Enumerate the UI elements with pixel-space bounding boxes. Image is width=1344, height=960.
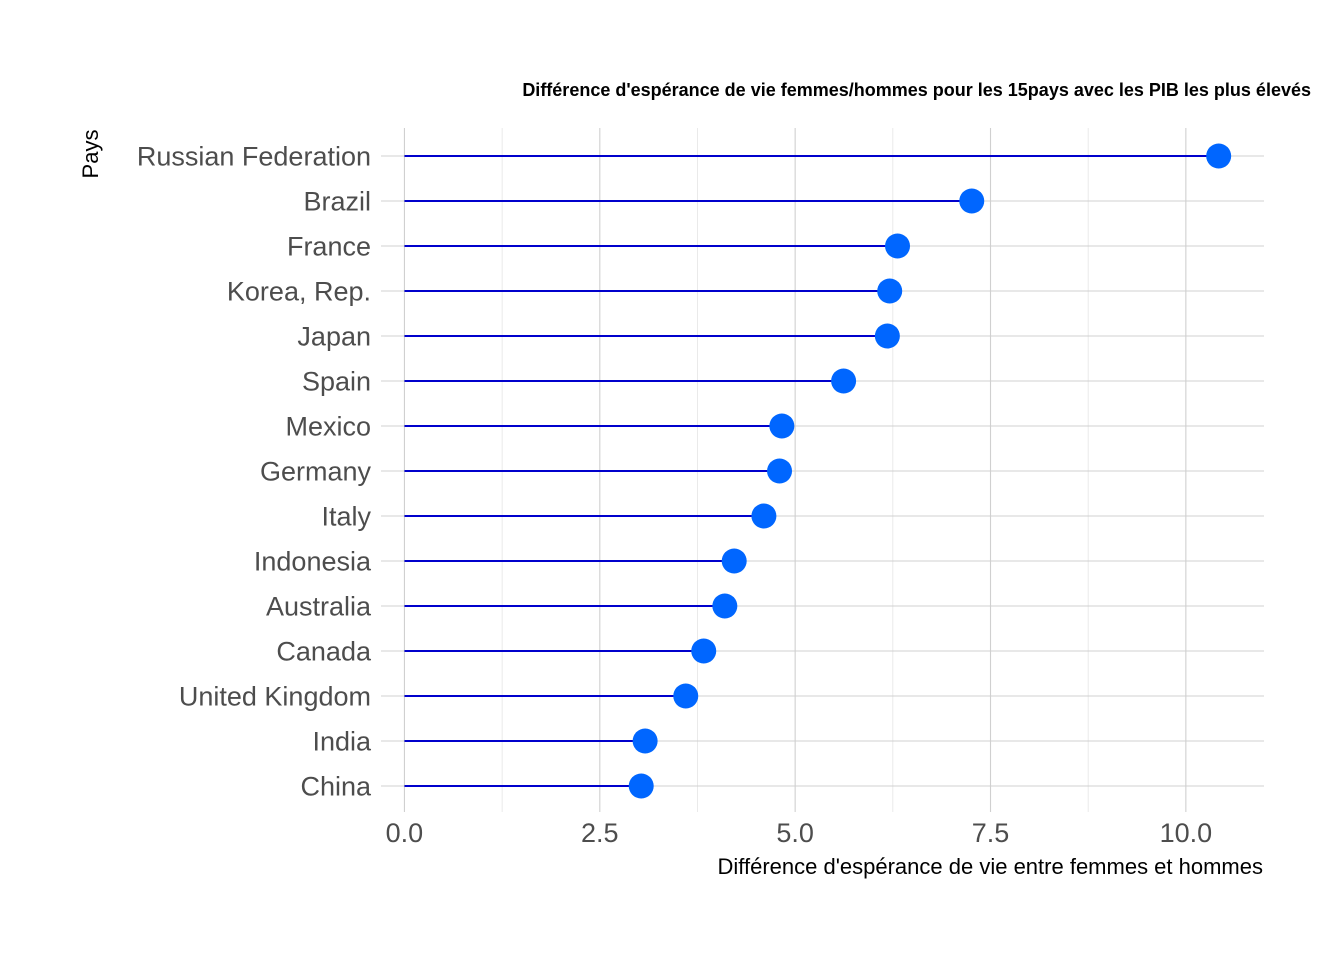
points: [628, 143, 1232, 799]
x-tick-labels: 0.0 2.5 5.0 7.5 10.0: [386, 818, 1212, 848]
category-label: Russian Federation: [137, 142, 371, 172]
stems: [404, 155, 1219, 787]
data-point: [721, 548, 747, 574]
data-point: [632, 728, 658, 754]
category-label: India: [312, 727, 372, 757]
data-point: [628, 773, 654, 799]
data-point: [959, 188, 985, 214]
x-tick-label: 2.5: [581, 818, 619, 848]
category-label: Japan: [297, 322, 371, 352]
y-axis-label: Pays: [78, 130, 103, 179]
category-label: China: [300, 772, 372, 802]
data-point: [712, 593, 738, 619]
x-axis-label: Différence d'espérance de vie entre femm…: [717, 854, 1263, 879]
data-point: [877, 278, 903, 304]
category-label: France: [287, 232, 371, 262]
category-label: United Kingdom: [179, 682, 371, 712]
category-label: Germany: [260, 457, 372, 487]
category-label: Spain: [302, 367, 371, 397]
category-labels: Russian Federation Brazil France Korea, Rep…: [137, 142, 372, 802]
data-point: [691, 638, 717, 664]
category-label: Brazil: [303, 187, 371, 217]
category-label: Indonesia: [254, 547, 372, 577]
data-point: [767, 458, 793, 484]
data-point: [769, 413, 795, 439]
data-point: [1206, 143, 1232, 169]
data-point: [751, 503, 777, 529]
data-point: [831, 368, 857, 394]
x-tick-label: 7.5: [972, 818, 1010, 848]
data-point: [885, 233, 911, 259]
x-tick-label: 0.0: [386, 818, 424, 848]
category-label: Italy: [321, 502, 371, 532]
category-label: Australia: [266, 592, 372, 622]
x-tick-label: 5.0: [776, 818, 814, 848]
data-point: [874, 323, 900, 349]
category-label: Mexico: [285, 412, 371, 442]
category-label: Canada: [276, 637, 372, 667]
data-point: [673, 683, 699, 709]
category-label: Korea, Rep.: [227, 277, 371, 307]
x-tick-label: 10.0: [1160, 818, 1213, 848]
chart-title: Différence d'espérance de vie femmes/hom…: [522, 80, 1311, 100]
